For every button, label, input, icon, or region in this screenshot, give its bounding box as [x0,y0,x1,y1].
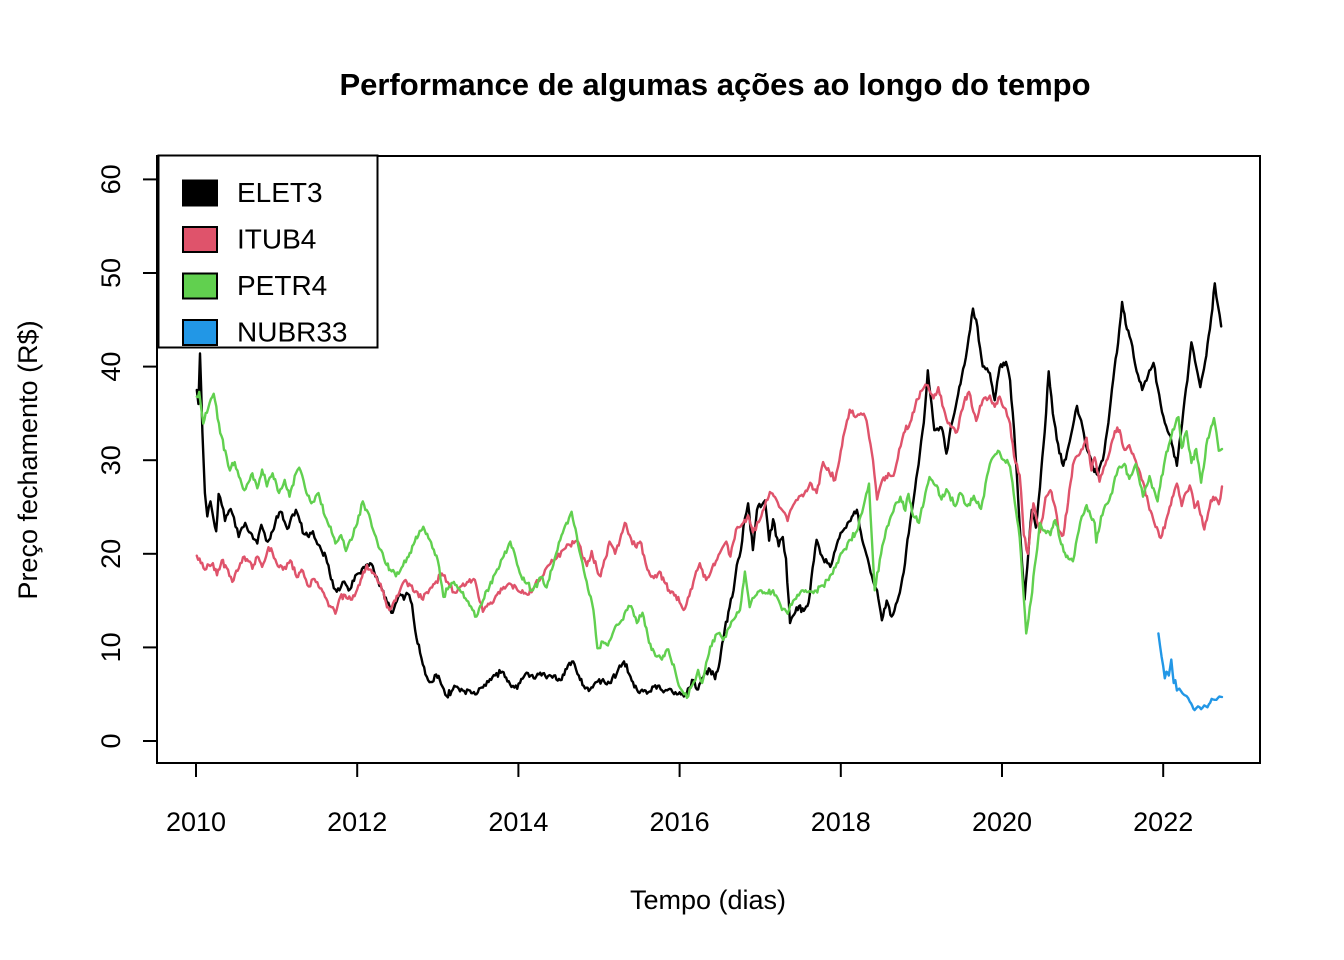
series-line-itub4 [195,383,1224,615]
x-tick-label: 2022 [1133,807,1193,837]
legend-swatch-elet3 [182,179,218,207]
legend-label-itub4: ITUB4 [237,224,316,255]
series-line-nubr33 [1157,632,1224,712]
x-tick-label: 2010 [166,807,226,837]
y-tick-label: 30 [96,445,126,475]
x-tick-label: 2014 [488,807,548,837]
x-tick-label: 2012 [327,807,387,837]
legend-swatch-petr4 [182,272,218,300]
legend-swatch-itub4 [182,226,218,253]
legend: ELET3 ITUB4 PETR4 NUBR33 [157,154,379,349]
legend-swatch-nubr33 [182,319,218,346]
x-tick-label: 2020 [972,807,1032,837]
y-tick-label: 40 [96,352,126,382]
y-tick-label: 0 [96,733,126,748]
legend-label-petr4: PETR4 [237,270,327,301]
y-axis-ticks: 0 10 20 30 40 50 60 [96,164,157,749]
series-layer [195,282,1224,712]
y-tick-label: 50 [96,258,126,288]
x-tick-label: 2018 [811,807,871,837]
series-line-elet3 [195,282,1223,699]
x-axis-ticks: 2010 2012 2014 2016 2018 2020 2022 [166,763,1193,837]
x-tick-label: 2016 [650,807,710,837]
y-tick-label: 10 [96,632,126,662]
x-axis-title: Tempo (dias) [630,885,786,915]
y-tick-label: 20 [96,539,126,569]
chart-title: Performance de algumas ações ao longo do… [339,67,1090,102]
legend-label-elet3: ELET3 [237,177,323,208]
y-tick-label: 60 [96,164,126,194]
legend-label-nubr33: NUBR33 [237,317,347,348]
series-line-petr4 [195,390,1224,700]
y-axis-title: Preço fechamento (R$) [13,320,43,599]
